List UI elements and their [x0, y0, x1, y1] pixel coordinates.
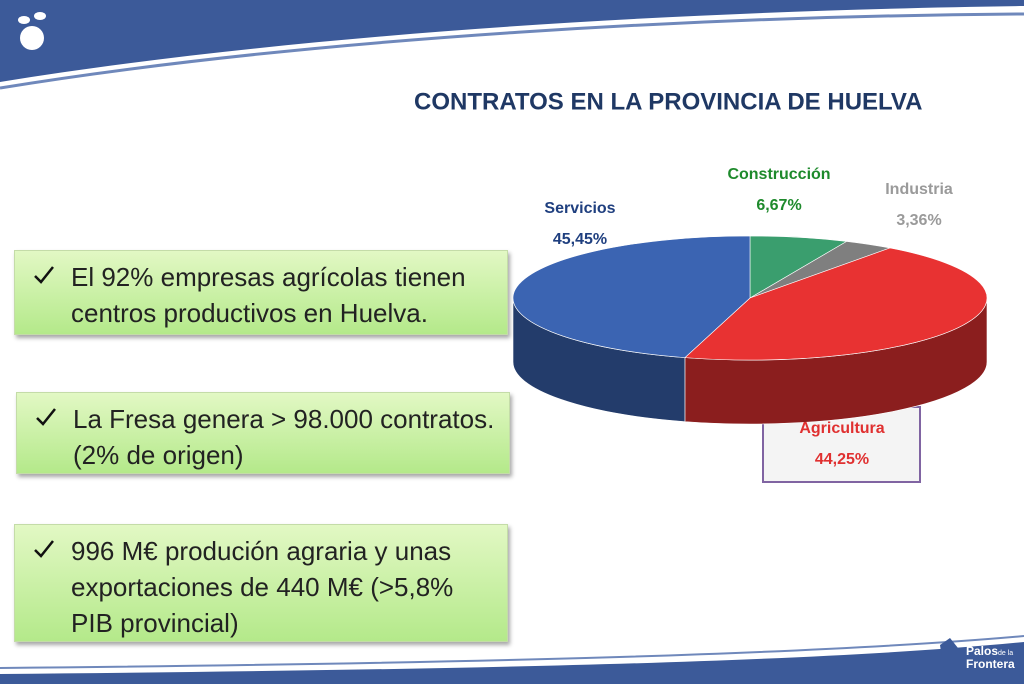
header-band	[0, 0, 1024, 82]
slice-label: Servicios	[544, 200, 615, 217]
logo-text: Palos	[966, 644, 998, 658]
bullet-box: 996 M€ produción agraria y unas exportac…	[14, 524, 508, 642]
footer-logo-icon	[940, 638, 958, 672]
footer-line	[0, 635, 1024, 669]
slice-value: 3,36%	[896, 212, 941, 229]
check-icon	[36, 408, 56, 426]
bullet-text: La Fresa genera > 98.000 contratos. (2% …	[73, 404, 495, 470]
bullet-text: 996 M€ produción agraria y unas exportac…	[71, 536, 454, 638]
check-icon	[34, 266, 54, 284]
slice-label: Construcción	[727, 166, 830, 183]
slice-label: Industria	[885, 181, 953, 198]
bullet-box: La Fresa genera > 98.000 contratos. (2% …	[16, 392, 510, 474]
slice-value: 45,45%	[553, 231, 607, 248]
header-line	[0, 12, 1024, 90]
pie-slice	[684, 247, 988, 361]
logo-icon	[18, 12, 46, 50]
slice-value: 6,67%	[756, 197, 801, 214]
slice-value: 44,25%	[815, 451, 869, 468]
pie-slice	[512, 235, 751, 358]
logo-text: Frontera	[966, 657, 1015, 671]
bullet-box: El 92% empresas agrícolas tienen centros…	[14, 250, 508, 335]
footer-band	[0, 642, 1024, 684]
bullet-text: El 92% empresas agrícolas tienen centros…	[71, 262, 466, 328]
slice-label: Agricultura	[799, 420, 884, 437]
logo-text: de la	[998, 650, 1013, 657]
chart-title: CONTRATOS EN LA PROVINCIA DE HUELVA	[414, 88, 922, 115]
check-icon	[34, 540, 54, 558]
